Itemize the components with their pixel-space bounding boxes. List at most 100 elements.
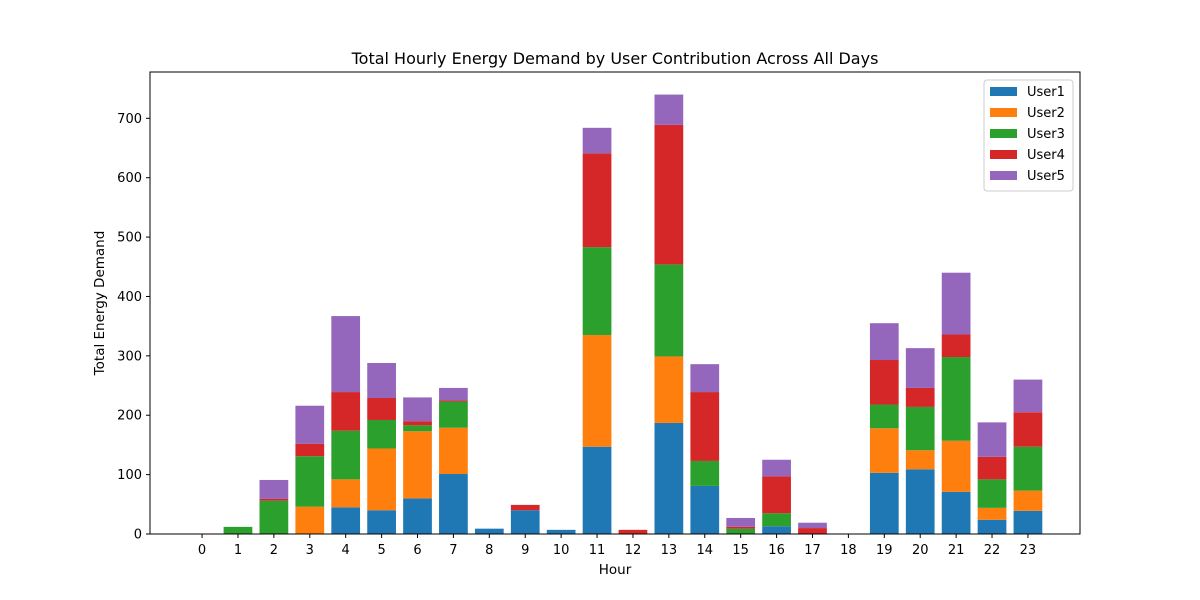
bar-segment-user3-hour-5 (367, 419, 396, 449)
bar-segment-user4-hour-5 (367, 398, 396, 420)
legend-label-user5: User5 (1027, 169, 1065, 184)
y-axis-ticks: 0 100 200 300 400 500 600 700 (117, 112, 150, 543)
x-tick-label: 1 (234, 543, 242, 558)
bar-segment-user5-hour-19 (869, 323, 899, 361)
bar-segment-user1-hour-16 (762, 526, 791, 534)
bar-segment-user4-hour-14 (690, 392, 720, 461)
bar-segment-user1-hour-5 (367, 510, 396, 534)
bar-segment-user4-hour-2 (259, 498, 289, 501)
bar-segment-user1-hour-7 (439, 474, 468, 534)
bar-segment-user3-hour-3 (295, 456, 325, 507)
bar-segment-user1-hour-14 (690, 485, 720, 534)
legend-swatch-user3 (990, 129, 1017, 138)
legend: User1 User2 User3 User4 User5 (983, 79, 1074, 192)
bar-segment-user5-hour-3 (295, 405, 325, 444)
x-tick-label: 20 (912, 543, 929, 558)
bar-segment-user1-hour-20 (905, 469, 935, 534)
bar-segment-user4-hour-9 (510, 504, 540, 511)
bar-segment-user4-hour-20 (905, 387, 935, 407)
bar-segment-user4-hour-6 (403, 421, 432, 426)
x-tick-label: 23 (1020, 543, 1037, 558)
bar-segment-user2-hour-20 (905, 450, 935, 470)
bar-segment-user3-hour-20 (905, 406, 935, 451)
bar-segment-user2-hour-11 (582, 335, 612, 447)
bar-segment-user2-hour-5 (367, 448, 396, 511)
y-axis-label: Total Energy Demand (92, 231, 108, 377)
legend-swatch-user1 (990, 87, 1017, 96)
bar-segment-user3-hour-4 (331, 430, 361, 480)
y-tick-label: 700 (117, 112, 142, 127)
bar-segment-user5-hour-7 (439, 387, 468, 401)
bar-segment-user3-hour-16 (762, 513, 791, 527)
x-axis-label: Hour (599, 562, 632, 578)
bar-segment-user2-hour-21 (941, 440, 971, 492)
x-tick-label: 21 (948, 543, 965, 558)
bar-segment-user2-hour-7 (439, 427, 468, 475)
bar-segment-user5-hour-15 (726, 517, 756, 527)
y-tick-label: 600 (117, 171, 142, 186)
bar-segment-user1-hour-22 (977, 519, 1007, 534)
x-tick-label: 4 (342, 543, 350, 558)
bar-segment-user2-hour-4 (331, 479, 361, 508)
x-tick-label: 16 (768, 543, 785, 558)
bar-segment-user4-hour-22 (977, 456, 1007, 480)
x-tick-label: 7 (449, 543, 457, 558)
y-tick-label: 400 (117, 290, 142, 305)
x-tick-label: 11 (589, 543, 606, 558)
x-tick-label: 0 (198, 543, 206, 558)
legend-swatch-user2 (990, 108, 1017, 117)
y-tick-label: 300 (117, 349, 142, 364)
x-tick-label: 10 (553, 543, 570, 558)
bar-segment-user4-hour-21 (941, 334, 971, 358)
x-tick-label: 9 (521, 543, 529, 558)
bar-segment-user1-hour-6 (403, 498, 432, 534)
bar-segment-user5-hour-17 (798, 522, 827, 529)
bar-segment-user5-hour-13 (654, 94, 684, 125)
y-tick-label: 200 (117, 409, 142, 424)
bar-segment-user5-hour-11 (582, 127, 612, 154)
bar-segment-user5-hour-14 (690, 364, 720, 393)
bar-segment-user5-hour-22 (977, 422, 1007, 457)
legend-label-user3: User3 (1027, 127, 1065, 142)
bar-segment-user1-hour-11 (582, 446, 612, 534)
bar-segment-user3-hour-13 (654, 264, 684, 357)
y-tick-label: 500 (117, 231, 142, 246)
y-tick-label: 0 (134, 528, 142, 543)
bar-segment-user1-hour-21 (941, 491, 971, 534)
bar-segment-user5-hour-16 (762, 459, 791, 477)
bar-segment-user2-hour-13 (654, 356, 684, 423)
bar-segment-user4-hour-15 (726, 526, 756, 529)
bar-segment-user5-hour-21 (941, 272, 971, 335)
bar-segment-user1-hour-4 (331, 507, 361, 534)
bar-segment-user3-hour-11 (582, 247, 612, 336)
bar-segment-user5-hour-20 (905, 348, 935, 388)
x-tick-label: 8 (485, 543, 493, 558)
bar-segment-user5-hour-6 (403, 397, 432, 422)
bar-segment-user5-hour-2 (259, 479, 289, 499)
bar-segment-user1-hour-8 (474, 528, 504, 534)
bar-segment-user4-hour-19 (869, 360, 899, 405)
bar-segment-user4-hour-17 (798, 528, 827, 534)
bar-segment-user1-hour-19 (869, 472, 899, 534)
bar-segment-user2-hour-19 (869, 428, 899, 473)
bar-segment-user1-hour-10 (546, 529, 576, 534)
bar-segment-user4-hour-23 (1013, 412, 1043, 447)
bar-segment-user3-hour-22 (977, 479, 1007, 508)
bar-segment-user5-hour-23 (1013, 379, 1043, 413)
bar-segment-user5-hour-5 (367, 362, 396, 399)
bar-segment-user1-hour-13 (654, 422, 684, 534)
legend-swatch-user5 (990, 171, 1017, 180)
bar-segment-user4-hour-12 (618, 529, 648, 534)
bar-segment-user4-hour-16 (762, 476, 791, 514)
bar-segment-user4-hour-13 (654, 124, 684, 265)
bar-segment-user2-hour-23 (1013, 490, 1043, 511)
bar-segment-user2-hour-3 (295, 506, 325, 534)
x-tick-label: 19 (876, 543, 893, 558)
bar-segment-user3-hour-15 (726, 528, 756, 534)
x-axis-ticks: 0 1 2 3 4 5 6 7 8 9 10 11 12 13 14 15 16 17 18 19 20 21 22 23 (198, 534, 1036, 558)
x-tick-label: 18 (840, 543, 857, 558)
legend-label-user1: User1 (1027, 85, 1065, 100)
bar-segment-user2-hour-6 (403, 431, 432, 499)
x-tick-label: 6 (413, 543, 421, 558)
